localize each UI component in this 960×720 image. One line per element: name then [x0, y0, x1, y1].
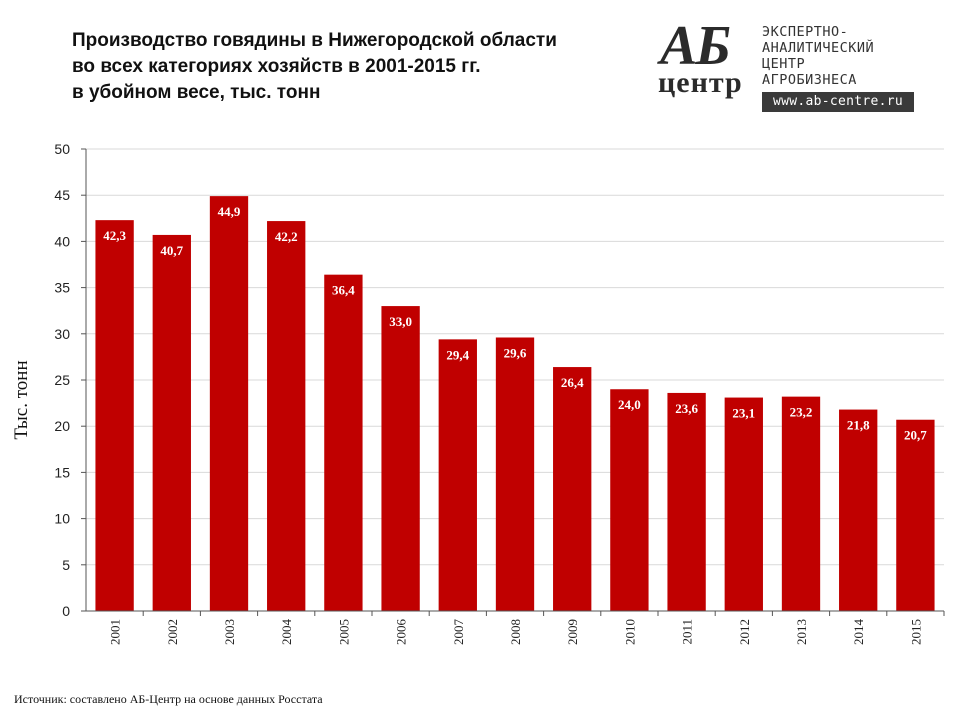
x-tick-label-2001: 2001	[108, 619, 123, 645]
logo-url: www.ab-centre.ru	[762, 92, 914, 112]
data-label-2015: 20,7	[904, 428, 927, 443]
y-axis-label: Тыс. тонн	[11, 360, 32, 439]
data-label-2002: 40,7	[160, 243, 183, 258]
logo-desc-line-4: АГРОБИЗНЕСА	[762, 72, 857, 88]
y-tick-label: 20	[54, 418, 70, 434]
bar-2008	[495, 337, 535, 611]
bar-2013	[781, 396, 821, 611]
y-tick-label: 40	[54, 233, 70, 249]
data-label-2010: 24,0	[618, 397, 641, 412]
data-label-2008: 29,6	[504, 345, 527, 360]
bar-2011	[667, 392, 706, 611]
data-label-2003: 44,9	[218, 204, 241, 219]
logo-mark-word: центр	[658, 66, 743, 99]
data-label-2004: 42,2	[275, 229, 298, 244]
bar-2010	[610, 389, 649, 611]
bar-2007	[438, 339, 477, 611]
x-tick-label-2014: 2014	[851, 619, 866, 646]
y-tick-label: 45	[54, 187, 70, 203]
data-label-2009: 26,4	[561, 375, 584, 390]
y-tick-label: 30	[54, 326, 70, 342]
logo-mark-letters: АБ	[660, 15, 731, 77]
chart-title: Производство говядины в Нижегородской об…	[72, 28, 632, 106]
bar-2015	[896, 419, 935, 611]
logo-desc-line-3: ЦЕНТР	[762, 56, 806, 72]
bars	[95, 196, 935, 611]
y-tick-label: 15	[54, 464, 70, 480]
data-label-2001: 42,3	[103, 228, 126, 243]
x-tick-label-2004: 2004	[279, 619, 294, 646]
data-label-2006: 33,0	[389, 314, 412, 329]
data-labels: 42,3 40,7 44,9 42,2 36,4 33,0 29,4 29,6 26,4 24,0…	[103, 204, 927, 443]
title-line-1: Производство говядины в Нижегородской об…	[72, 30, 557, 51]
bar-2001	[95, 220, 134, 611]
x-tick-label-2011: 2011	[680, 619, 695, 645]
x-tick-label-2005: 2005	[336, 619, 351, 645]
x-tick-label-2007: 2007	[451, 619, 466, 646]
data-label-2014: 21,8	[847, 418, 870, 433]
x-tick-label-2013: 2013	[794, 619, 809, 645]
source-note: Источник: составлено АБ-Центр на основе …	[14, 692, 323, 706]
x-tick-label-2012: 2012	[737, 619, 752, 645]
data-label-2011: 23,6	[675, 401, 698, 416]
bar-2012	[724, 397, 763, 611]
x-tick-label-2008: 2008	[508, 619, 523, 645]
bar-2014	[839, 409, 878, 611]
x-tick-labels: 2001 2002 2003 2004 2005 2006 2007 2008 2009 2010…	[108, 611, 945, 646]
ab-centre-logo: АБ центр ЭКСПЕРТНО- АНАЛИТИЧЕСКИЙ ЦЕНТР …	[656, 15, 926, 114]
x-tick-label-2009: 2009	[565, 619, 580, 645]
data-label-2005: 36,4	[332, 283, 355, 298]
title-line-3: в убойном весе, тыс. тонн	[72, 82, 321, 103]
logo-desc-line-2: АНАЛИТИЧЕСКИЙ	[762, 40, 875, 56]
x-tick-label-2015: 2015	[908, 619, 923, 645]
y-tick-label: 25	[54, 372, 70, 388]
data-label-2013: 23,2	[790, 405, 813, 420]
bar-2005	[324, 274, 363, 611]
title-line-2: во всех категориях хозяйств в 2001-2015 …	[72, 56, 481, 77]
y-tick-label: 5	[62, 557, 70, 573]
y-tick-label: 35	[54, 280, 70, 296]
bar-2004	[267, 221, 306, 611]
x-tick-label-2006: 2006	[394, 619, 409, 646]
data-label-2007: 29,4	[446, 347, 469, 362]
y-tick-label: 50	[54, 141, 70, 157]
bar-2003	[209, 196, 249, 611]
data-label-2012: 23,1	[732, 406, 755, 421]
logo-mark: АБ центр	[656, 15, 754, 102]
logo-desc-line-1: ЭКСПЕРТНО-	[762, 24, 849, 40]
bar-2006	[381, 306, 420, 611]
logo-description: ЭКСПЕРТНО- АНАЛИТИЧЕСКИЙ ЦЕНТР АГРОБИЗНЕ…	[762, 24, 874, 88]
bar-2009	[553, 367, 592, 611]
y-tick-label: 0	[62, 603, 70, 619]
bar-2002	[152, 234, 191, 611]
y-tick-labels: 0 5 10 15 20 25 30 35 40 45 50	[54, 141, 86, 619]
x-tick-label-2003: 2003	[222, 619, 237, 645]
x-tick-label-2002: 2002	[165, 619, 180, 645]
x-tick-label-2010: 2010	[622, 619, 637, 645]
y-tick-label: 10	[54, 511, 70, 527]
